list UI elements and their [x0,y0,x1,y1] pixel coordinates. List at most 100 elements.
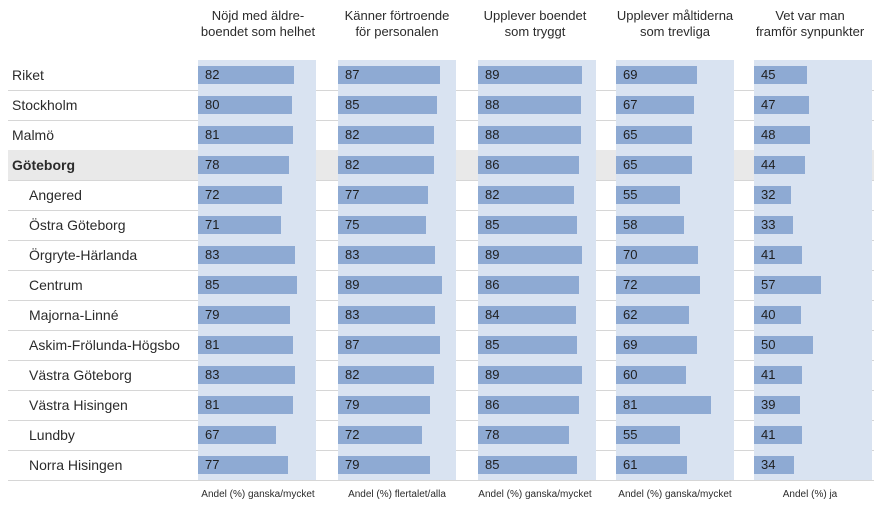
column-footer: Andel (%) flertalet/alla [348,489,446,500]
column-footer: Andel (%) ja [782,489,838,500]
bar [478,216,578,234]
bar [616,96,695,114]
bar-value-label: 85 [205,277,220,292]
bar-value-label: 65 [623,127,638,142]
row-label: Askim-Frölunda-Högsbo [29,337,180,353]
bar [754,306,801,324]
column-header-line: Upplever boendet [483,8,587,23]
bar [616,306,689,324]
bar-value-label: 67 [623,97,638,112]
column-header: Känner förtroende för personalen [322,8,472,40]
bar [754,66,807,84]
bar [338,396,431,414]
bar-value-label: 72 [205,187,220,202]
bar-value-label: 81 [205,127,220,142]
bar-value-label: 89 [485,247,500,262]
bar [754,396,800,414]
row-divider [8,480,874,481]
bar [338,276,443,294]
column-header: Upplever måltiderna som trevliga [600,8,750,40]
bar-value-label: 45 [761,67,776,82]
column-header: Upplever boendet som tryggt [460,8,610,40]
bar-value-label: 79 [345,457,360,472]
bar-value-label: 44 [761,157,776,172]
bar [616,336,697,354]
column-background [754,60,872,480]
bar-value-label: 82 [205,67,220,82]
column-background [338,60,456,480]
row-label: Stockholm [12,97,78,113]
row-label: Angered [29,187,82,203]
bar [198,306,291,324]
bar [754,426,802,444]
bar-value-label: 82 [485,187,500,202]
bar-value-label: 83 [345,247,360,262]
bar-value-label: 85 [345,97,360,112]
bar-value-label: 84 [485,307,500,322]
bar [616,246,698,264]
bar-value-label: 81 [623,397,638,412]
column-header-line: som tryggt [504,24,566,39]
bar [754,456,794,474]
bar [478,306,577,324]
column-header-line: Upplever måltiderna [616,8,734,23]
bar-value-label: 78 [485,427,500,442]
bar-value-label: 85 [485,457,500,472]
bar [616,66,697,84]
row-label: Lundby [29,427,75,443]
bar [754,276,821,294]
row-label: Centrum [29,277,83,293]
bar [338,186,429,204]
row-label: Östra Göteborg [29,217,126,233]
bar [198,426,277,444]
bar-value-label: 34 [761,457,776,472]
bar [478,156,579,174]
bar [754,186,792,204]
column-background [616,60,734,480]
bar [198,366,296,384]
bar [478,126,581,144]
bar-value-label: 57 [761,277,776,292]
bar-value-label: 82 [345,367,360,382]
bar-value-label: 71 [205,217,220,232]
bar-value-label: 41 [761,247,776,262]
column-background [198,60,316,480]
bar [198,336,293,354]
bar [478,396,579,414]
bar-value-label: 81 [205,397,220,412]
bar-value-label: 85 [485,337,500,352]
bar [478,456,578,474]
bar-value-label: 88 [485,127,500,142]
bar-value-label: 87 [345,67,360,82]
bar [338,426,423,444]
bar-value-label: 77 [345,187,360,202]
bar-value-label: 62 [623,307,638,322]
bar-value-label: 50 [761,337,776,352]
bar [478,186,574,204]
row-label: Västra Göteborg [29,367,132,383]
row-label: Malmö [12,127,55,143]
row-label: Västra Hisingen [29,397,128,413]
bar [478,96,581,114]
column-footer: Andel (%) ganska/mycket [478,489,592,500]
bar [478,336,578,354]
bar [478,276,579,294]
bar-value-label: 79 [345,397,360,412]
bar-value-label: 85 [485,217,500,232]
bar [198,186,283,204]
column-header-line: boendet som helhet [200,24,316,39]
bar [198,96,292,114]
bar [338,216,426,234]
bar-value-label: 47 [761,97,776,112]
bar-value-label: 72 [345,427,360,442]
bar-value-label: 70 [623,247,638,262]
bar [754,216,793,234]
column-header-line: framför synpunkter [755,24,865,39]
bar [338,156,434,174]
bar [198,456,289,474]
column-header-line: för personalen [355,24,439,39]
row-label: Göteborg [12,157,75,173]
bar-value-label: 80 [205,97,220,112]
bar-value-label: 32 [761,187,776,202]
